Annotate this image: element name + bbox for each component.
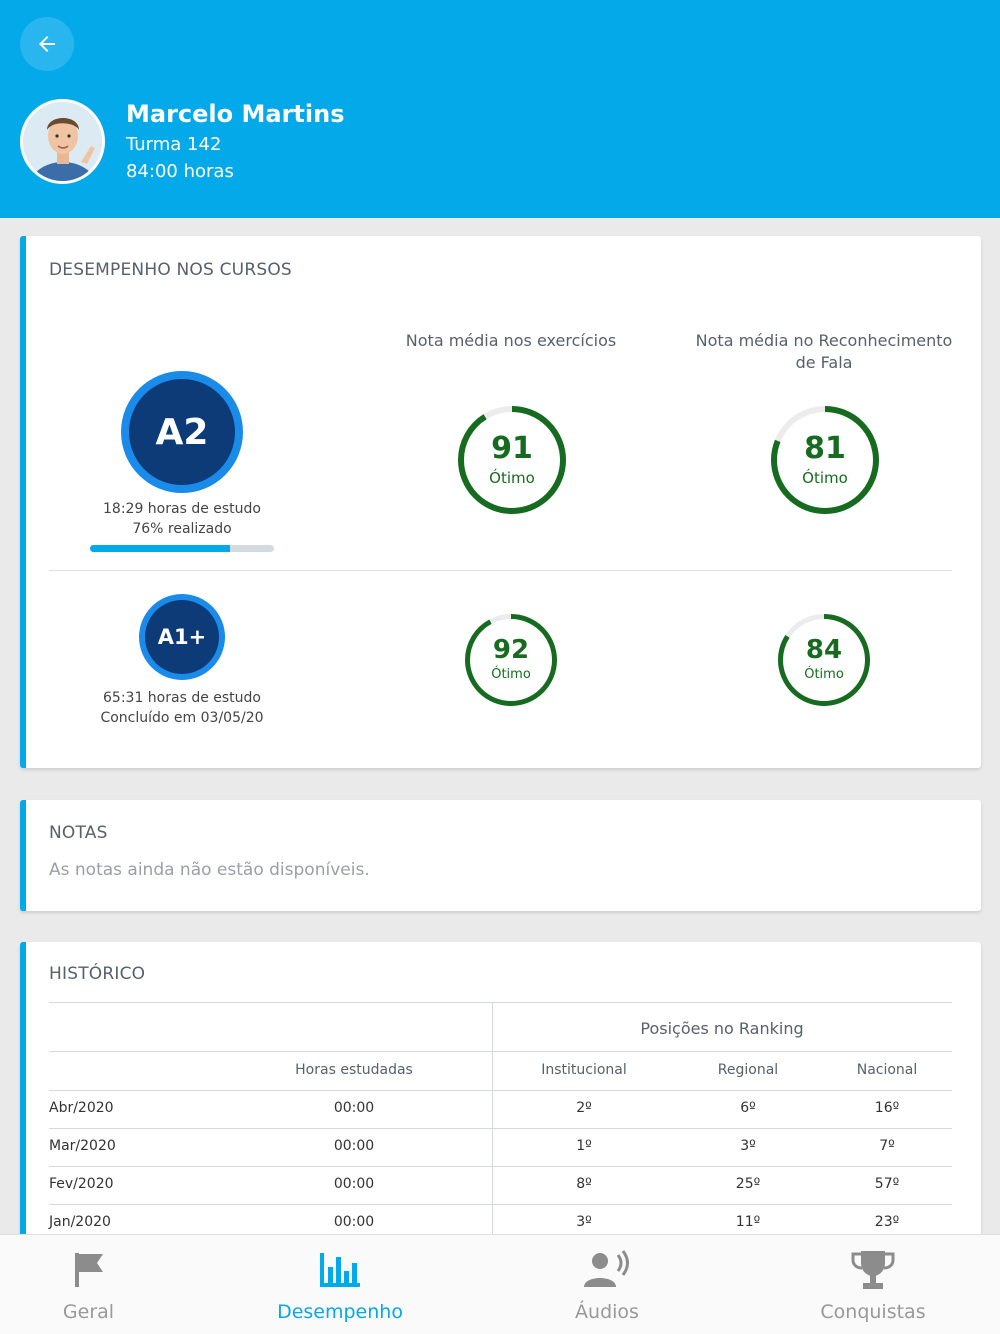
exercise-score: 92 [492, 635, 530, 665]
row-hours: 00:00 [333, 1100, 375, 1116]
speaking-person-icon [584, 1250, 629, 1287]
nav-desempenho[interactable]: Desempenho [240, 1235, 440, 1334]
row-institutional: 2º [576, 1100, 592, 1116]
ring-progress [771, 406, 879, 514]
table-line [49, 1204, 952, 1205]
table-line [49, 1166, 952, 1167]
exercise-score-label: Ótimo [491, 667, 531, 682]
row-month: Mar/2020 [49, 1138, 116, 1154]
notes-title: NOTAS [49, 823, 108, 843]
nav-audios[interactable]: Áudios [520, 1235, 694, 1334]
ring-progress [465, 614, 557, 706]
avatar [20, 99, 105, 184]
level-label: A1+ [145, 600, 219, 674]
column-hours: Horas estudadas [295, 1062, 413, 1078]
course-hours: 65:31 horas de estudo [103, 690, 261, 706]
level-badge-a1plus[interactable]: A1+ [139, 594, 225, 680]
row-regional: 3º [740, 1138, 756, 1154]
bar-chart-icon [320, 1253, 360, 1287]
nav-label: Conquistas [820, 1301, 926, 1323]
exercise-score: 91 [491, 431, 533, 466]
row-national: 16º [874, 1100, 900, 1116]
exercise-score-ring: 92 Ótimo [464, 613, 558, 707]
row-national: 23º [874, 1214, 900, 1230]
course-progress-bar [90, 545, 274, 552]
nav-label: Desempenho [277, 1301, 403, 1323]
history-title: HISTÓRICO [49, 964, 146, 984]
notes-empty-message: As notas ainda não estão disponíveis. [49, 860, 370, 880]
nav-conquistas[interactable]: Conquistas [778, 1235, 968, 1334]
notes-card: NOTAS As notas ainda não estão disponíve… [20, 800, 981, 911]
user-class: Turma 142 [126, 134, 222, 155]
column-institutional: Institucional [541, 1062, 627, 1078]
trophy-icon [851, 1251, 895, 1289]
row-hours: 00:00 [333, 1214, 375, 1230]
table-column-divider [492, 1002, 493, 1242]
ring-progress [458, 406, 566, 514]
row-regional: 6º [740, 1100, 756, 1116]
level-label: A2 [129, 379, 235, 485]
course-progress-fill [90, 545, 230, 552]
exercise-score-ring: 91 Ótimo [457, 405, 567, 515]
history-card: HISTÓRICO Posições no Ranking Horas estu… [20, 942, 981, 1242]
speech-score-ring: 84 Ótimo [777, 613, 871, 707]
row-regional: 11º [735, 1214, 761, 1230]
exercises-column-header: Nota média nos exercícios [405, 331, 617, 350]
bottom-navigation: Geral Desempenho Áudios Conquistas [0, 1234, 1000, 1334]
speech-score: 81 [804, 431, 846, 466]
row-hours: 00:00 [333, 1176, 375, 1192]
speech-score-ring: 81 Ótimo [770, 405, 880, 515]
table-line [49, 1090, 952, 1091]
back-button[interactable] [20, 17, 74, 71]
table-line [49, 1128, 952, 1129]
row-national: 7º [879, 1138, 895, 1154]
row-month: Abr/2020 [49, 1100, 114, 1116]
speech-score-label: Ótimo [804, 667, 844, 682]
row-hours: 00:00 [333, 1138, 375, 1154]
row-institutional: 1º [576, 1138, 592, 1154]
course-hours: 18:29 horas de estudo [103, 501, 261, 517]
row-regional: 25º [735, 1176, 761, 1192]
arrow-left-icon [39, 36, 55, 52]
column-national: Nacional [856, 1062, 918, 1078]
nav-label: Geral [62, 1301, 115, 1323]
speech-column-header: Nota média no Reconhecimento de Fala [695, 331, 953, 372]
user-name: Marcelo Martins [126, 100, 345, 128]
user-hours: 84:00 horas [126, 161, 234, 182]
row-national: 57º [874, 1176, 900, 1192]
divider [49, 570, 952, 571]
course-status: Concluído em 03/05/20 [100, 710, 264, 726]
table-top-line [49, 1002, 952, 1003]
exercise-score-label: Ótimo [489, 469, 535, 487]
nav-geral[interactable]: Geral [0, 1235, 177, 1334]
performance-title: DESEMPENHO NOS CURSOS [49, 260, 292, 280]
table-header-line [49, 1051, 952, 1052]
nav-label: Áudios [575, 1301, 639, 1323]
row-institutional: 3º [576, 1214, 592, 1230]
course-status: 76% realizado [132, 521, 232, 537]
row-month: Fev/2020 [49, 1176, 114, 1192]
ranking-header: Posições no Ranking [640, 1019, 804, 1038]
flag-icon [74, 1253, 103, 1287]
performance-card: DESEMPENHO NOS CURSOS Nota média nos exe… [20, 236, 981, 768]
ring-progress [778, 614, 870, 706]
profile-header: Marcelo Martins Turma 142 84:00 horas [0, 0, 1000, 218]
speech-score-label: Ótimo [802, 469, 848, 487]
row-month: Jan/2020 [49, 1214, 111, 1230]
column-regional: Regional [717, 1062, 779, 1078]
level-badge-a2[interactable]: A2 [121, 371, 243, 493]
speech-score: 84 [805, 635, 843, 665]
row-institutional: 8º [576, 1176, 592, 1192]
